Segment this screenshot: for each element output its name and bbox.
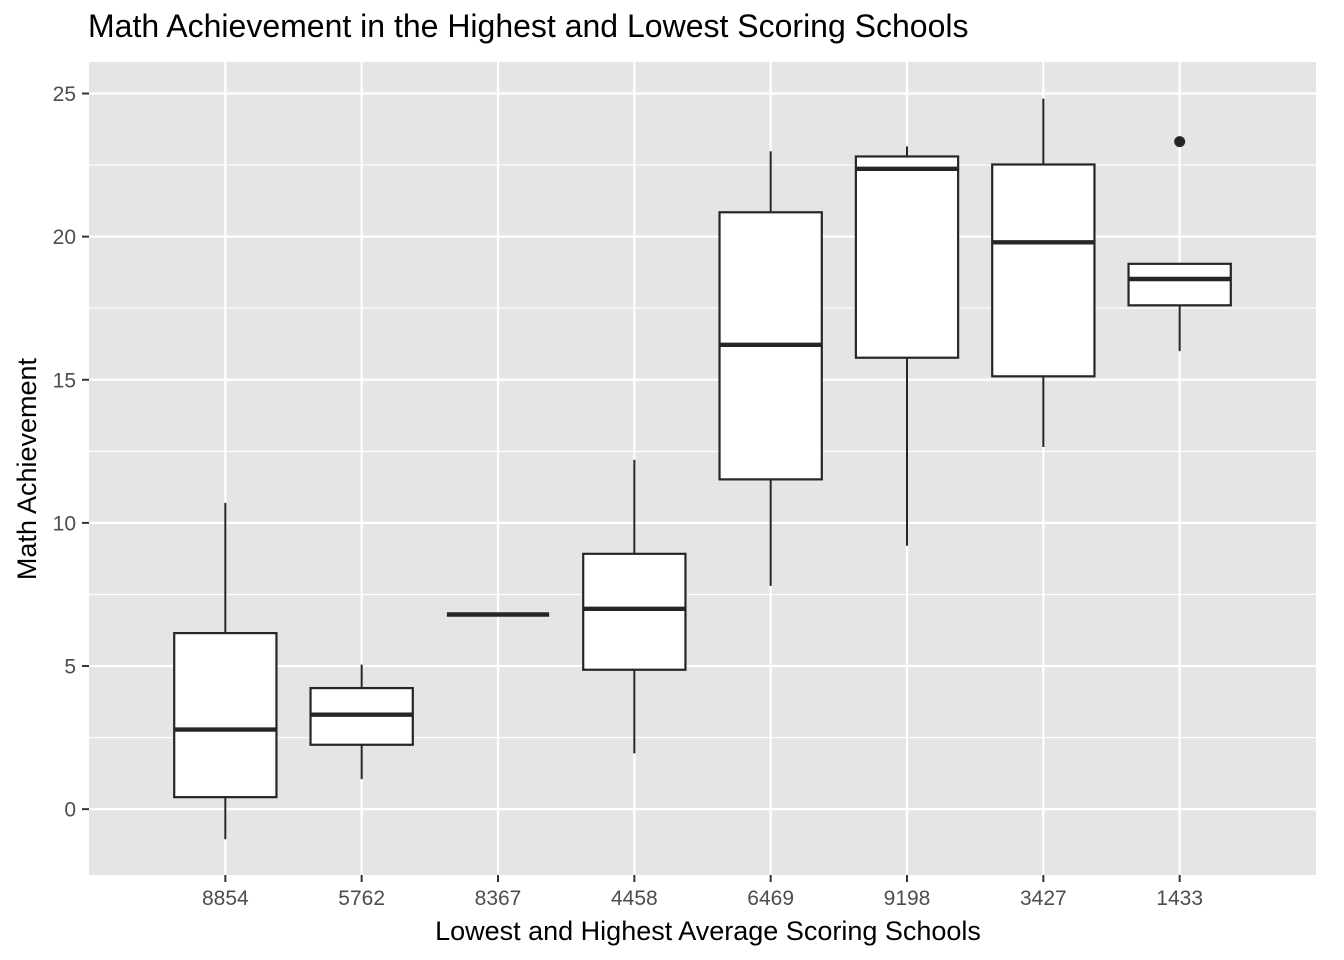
box-6469 bbox=[718, 151, 823, 586]
x-tick-label: 5762 bbox=[338, 887, 385, 910]
box-1433 bbox=[1127, 136, 1232, 352]
y-axis: 0 5 10 15 20 25 bbox=[53, 83, 89, 822]
iqr-box bbox=[1127, 262, 1232, 307]
y-tick-label: 20 bbox=[53, 226, 76, 249]
x-tick-label: 8367 bbox=[475, 887, 522, 910]
iqr-box bbox=[582, 552, 687, 671]
minor-gridlines bbox=[89, 164, 1316, 739]
y-tick-label: 10 bbox=[53, 512, 76, 535]
iqr-box bbox=[991, 163, 1096, 378]
box-3427 bbox=[991, 98, 1096, 448]
box-9198 bbox=[854, 146, 960, 546]
y-tick-label: 25 bbox=[53, 83, 76, 106]
x-tick-label: 4458 bbox=[611, 887, 658, 910]
plot-panel bbox=[89, 62, 1316, 875]
chart-title: Math Achievement in the Highest and Lowe… bbox=[88, 8, 969, 44]
outlier-point bbox=[1174, 136, 1186, 148]
y-tick-label: 0 bbox=[64, 799, 76, 822]
iqr-box bbox=[854, 155, 960, 359]
x-tick-label: 9198 bbox=[884, 887, 931, 910]
iqr-box bbox=[173, 632, 278, 799]
x-tick-label: 1433 bbox=[1156, 887, 1203, 910]
x-tick-label: 3427 bbox=[1020, 887, 1067, 910]
x-tick-label: 6469 bbox=[747, 887, 794, 910]
box-series bbox=[173, 98, 1232, 840]
x-tick-label: 8854 bbox=[202, 887, 249, 910]
x-axis-title: Lowest and Highest Average Scoring Schoo… bbox=[435, 916, 981, 946]
major-gridlines bbox=[89, 62, 1316, 875]
y-axis-title: Math Achievement bbox=[12, 357, 42, 580]
box-5762 bbox=[309, 664, 414, 780]
x-axis: 8854 5762 8367 4458 6469 9198 3427 1433 bbox=[202, 875, 1203, 910]
y-tick-label: 5 bbox=[64, 656, 76, 679]
y-tick-label: 15 bbox=[53, 369, 76, 392]
box-8854 bbox=[173, 502, 278, 840]
box-4458 bbox=[582, 459, 687, 754]
